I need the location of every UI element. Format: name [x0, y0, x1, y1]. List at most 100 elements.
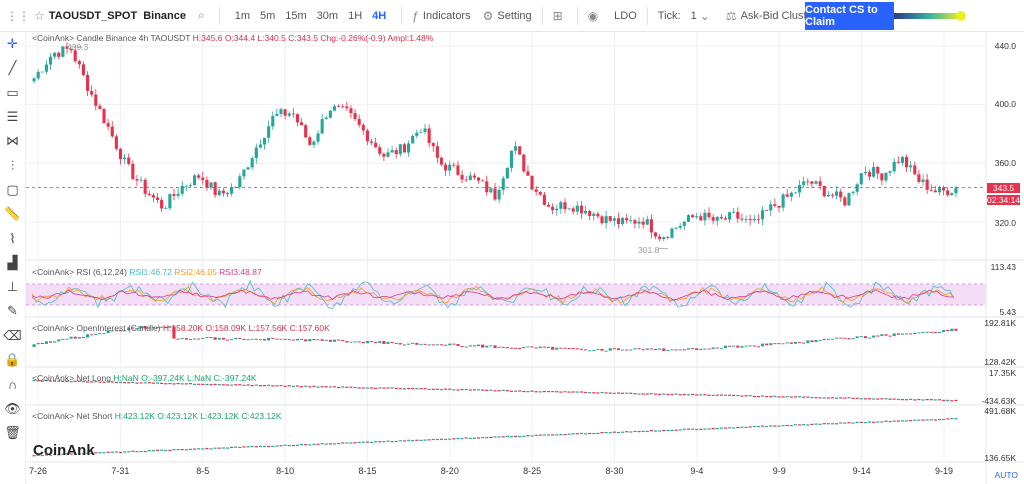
- horizontal-lines-icon[interactable]: ☰: [6, 109, 19, 125]
- candle-body: [180, 185, 184, 194]
- net-short-candle: [353, 442, 357, 444]
- net-short-candle: [937, 418, 942, 421]
- oi-candle: [77, 337, 81, 339]
- oi-candle: [538, 346, 542, 349]
- oi-candle: [633, 348, 637, 350]
- net-long-candle: [514, 390, 518, 392]
- candle-body: [460, 174, 464, 180]
- oi-axis-label: 192.81K: [984, 318, 1016, 328]
- net-short-candle: [332, 443, 337, 445]
- net-short-candle: [777, 425, 781, 427]
- net-long-candle: [127, 382, 131, 384]
- candle-body: [341, 106, 345, 108]
- rectangle-icon[interactable]: ▭: [6, 84, 19, 100]
- oi-candle: [559, 347, 563, 349]
- visibility-icon[interactable]: 👁: [4, 400, 21, 416]
- net-long-candle: [501, 389, 505, 391]
- candle-body: [411, 135, 415, 144]
- oi-candle: [180, 338, 184, 340]
- candle-body: [896, 161, 900, 163]
- candle-body: [732, 211, 736, 213]
- fib-icon[interactable]: ⫶: [10, 157, 15, 173]
- time-axis-label: 9-4: [690, 466, 704, 476]
- oi-candle: [135, 328, 139, 330]
- pencil-icon[interactable]: ✎: [7, 303, 18, 319]
- net-long-candle: [184, 383, 188, 385]
- indicators-button[interactable]: ƒ Indicators: [406, 0, 476, 32]
- brush-icon[interactable]: ⌇: [9, 230, 16, 246]
- candle-body: [555, 208, 559, 211]
- lock-icon[interactable]: 🔒: [4, 352, 21, 367]
- candle-body: [542, 194, 546, 205]
- net-short-candle: [653, 430, 658, 432]
- ruler-icon[interactable]: 📏: [4, 206, 21, 222]
- candle-body: [127, 157, 131, 164]
- magnet-icon[interactable]: ∩: [7, 376, 18, 392]
- net-short-candle: [588, 432, 592, 435]
- grid-menu-icon[interactable]: ⋮⋮: [6, 8, 30, 23]
- net-short-candle: [773, 425, 777, 427]
- net-short-candle: [254, 446, 258, 448]
- oi-candle: [711, 347, 715, 350]
- measure-icon[interactable]: ⊥: [6, 279, 19, 295]
- net-long-candle: [637, 393, 641, 395]
- search-icon[interactable]: ⌕: [197, 8, 205, 22]
- net-long-candle: [682, 393, 686, 396]
- net-long-candle: [781, 396, 785, 398]
- oi-candle: [715, 347, 719, 349]
- interval-30m[interactable]: 30m: [316, 9, 339, 22]
- comment-icon[interactable]: ▢: [6, 181, 19, 197]
- divider: [576, 6, 578, 25]
- interval-15m[interactable]: 15m: [285, 9, 307, 22]
- net-long-candle: [349, 386, 353, 388]
- net-short-candle: [670, 429, 674, 432]
- candle-body: [847, 193, 851, 206]
- oi-candle: [312, 339, 316, 341]
- oi-candle: [341, 339, 345, 342]
- auto-scale-button[interactable]: AUTO: [994, 470, 1018, 480]
- chart-canvas[interactable]: [26, 32, 1024, 484]
- net-short-candle: [575, 433, 579, 435]
- pattern-icon[interactable]: ⋈: [6, 133, 19, 149]
- candle-body: [164, 208, 168, 210]
- time-axis-label: 8-20: [440, 466, 459, 476]
- setting-label: Setting: [497, 9, 532, 22]
- interval-5m[interactable]: 5m: [260, 9, 276, 22]
- star-icon[interactable]: ☆: [34, 8, 45, 23]
- bar-chart-icon[interactable]: ▟: [7, 254, 18, 270]
- oi-candle: [44, 341, 48, 344]
- interval-1h[interactable]: 1H: [348, 9, 363, 22]
- rsi-legend: <CoinAnk> RSI (6,12,24) RSI1:46.72 RSI2:…: [32, 267, 262, 277]
- toolbar-symbol-group[interactable]: ⋮⋮ ☆ TAOUSDT_SPOT Binance ⌕: [0, 0, 215, 32]
- net-long-candle: [633, 393, 637, 395]
- trend-line-icon[interactable]: ╱: [8, 60, 17, 76]
- tick-selector[interactable]: Tick: 1 ⌄: [652, 0, 720, 32]
- interval-4h[interactable]: 4H: [372, 9, 387, 22]
- oi-axis-label: 128.42K: [984, 357, 1016, 367]
- setting-button[interactable]: ⚙ Setting: [477, 0, 538, 32]
- net-long-candle: [719, 394, 723, 396]
- net-long-candle: [209, 384, 213, 386]
- net-long-candle: [308, 386, 312, 388]
- crosshair-icon[interactable]: ✛: [7, 36, 18, 52]
- candle-body: [909, 165, 913, 168]
- candle-body: [690, 215, 695, 218]
- candle-body: [785, 194, 789, 197]
- net-short-legend: <CoinAnk> Net Short H:423.12K O:423.12K …: [32, 411, 282, 421]
- symbol-name[interactable]: TAOUSDT_SPOT: [48, 9, 138, 22]
- net-short-candle: [481, 437, 485, 439]
- trash-icon[interactable]: 🗑: [4, 424, 21, 440]
- oi-candle: [357, 341, 361, 343]
- chart-area[interactable]: <CoinAnk> Candle Binance 4h TAOUSDT H:34…: [26, 32, 1024, 484]
- oi-candle: [946, 329, 950, 332]
- interval-1m[interactable]: 1m: [234, 9, 250, 22]
- candle-body: [600, 216, 604, 224]
- candle-body: [933, 190, 937, 193]
- eraser-icon[interactable]: ⌫: [3, 327, 22, 343]
- ldo-selector[interactable]: LDO: [608, 0, 643, 32]
- contact-cs-button[interactable]: Contact CS to Claim: [805, 2, 894, 30]
- layout-button[interactable]: ⊞: [547, 0, 573, 32]
- candle-body: [106, 123, 110, 127]
- theme-button[interactable]: ◉: [582, 0, 608, 32]
- net-short-candle: [279, 445, 283, 447]
